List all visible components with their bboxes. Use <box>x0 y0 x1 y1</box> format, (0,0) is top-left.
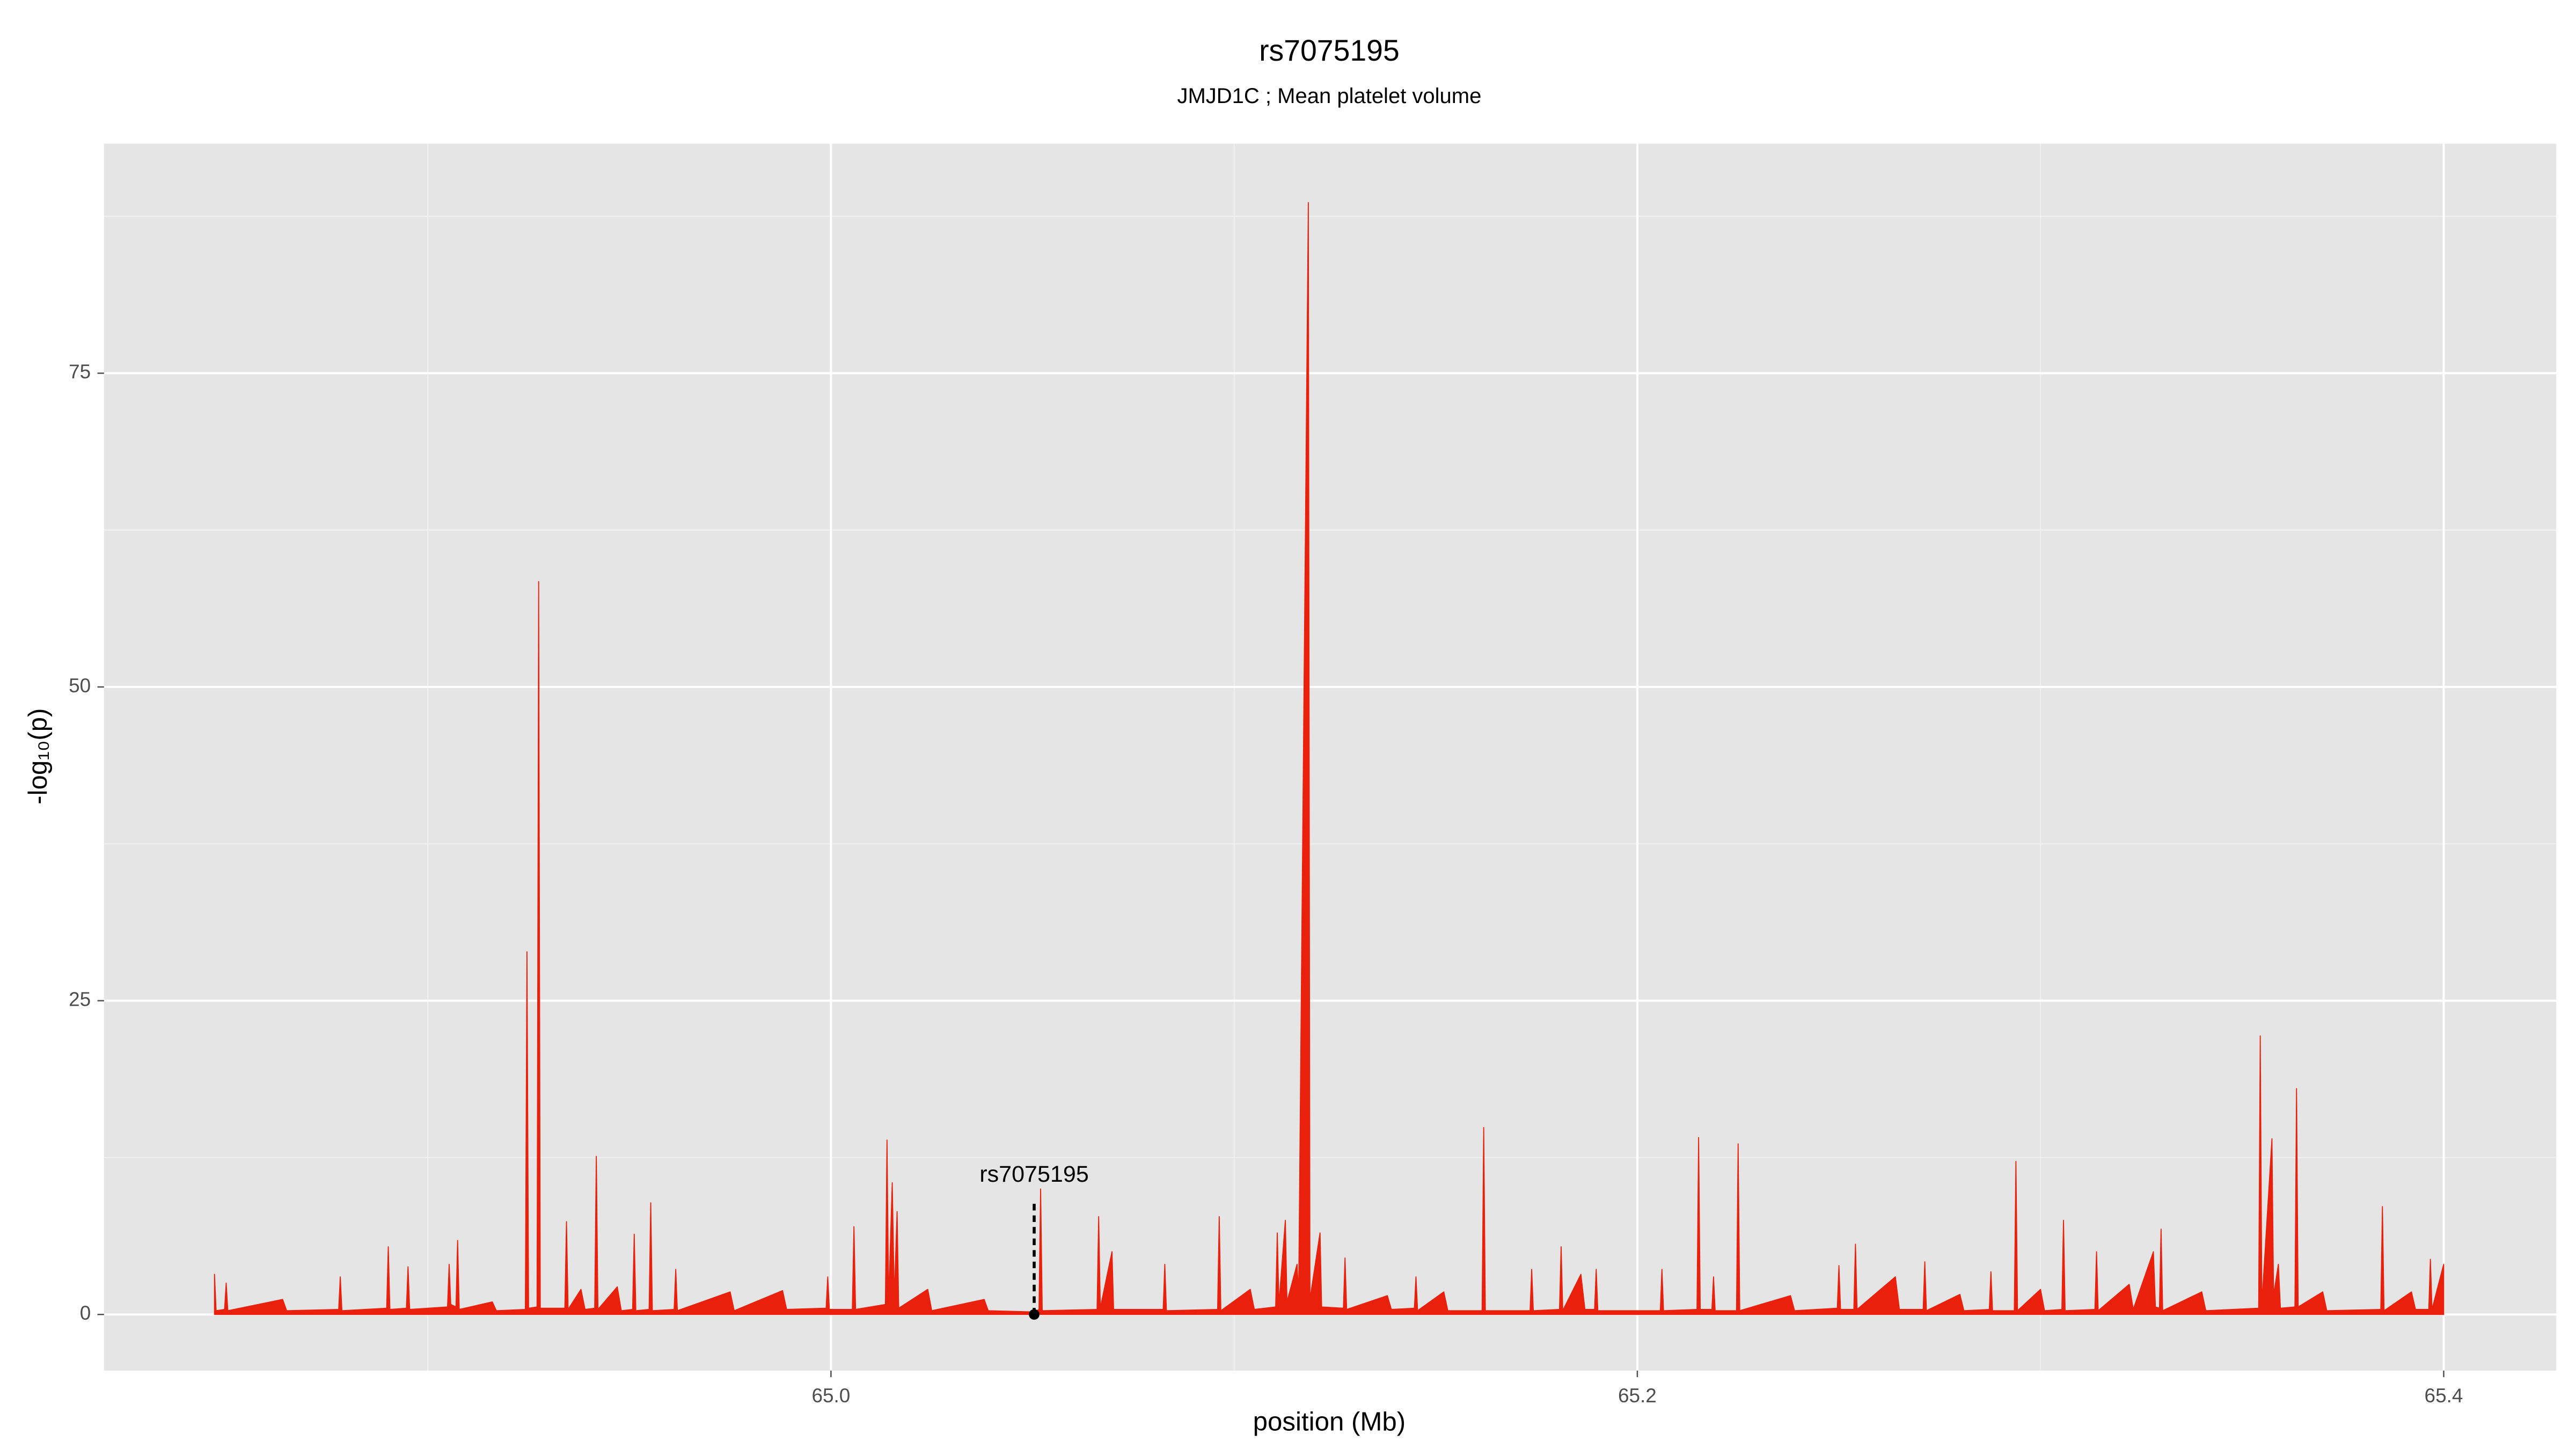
area <box>214 202 2445 1315</box>
x-tick-label: 65.4 <box>2425 1385 2463 1407</box>
plot-panel <box>104 143 2557 1371</box>
y-tick-label: 75 <box>69 361 91 383</box>
chart-subtitle: JMJD1C ; Mean platelet volume <box>1177 84 1481 108</box>
annotation-point <box>1029 1309 1040 1320</box>
x-tick-label: 65.2 <box>1618 1385 1657 1407</box>
x-axis-label: position (Mb) <box>1253 1407 1406 1436</box>
y-axis-label: -log₁₀(p) <box>23 708 53 804</box>
chart-title: rs7075195 <box>1259 34 1400 67</box>
y-tick-label: 25 <box>69 988 91 1010</box>
y-tick-label: 0 <box>80 1302 91 1324</box>
y-tick-label: 50 <box>69 675 91 697</box>
x-tick-label: 65.0 <box>811 1385 850 1407</box>
annotation-label: rs7075195 <box>979 1161 1089 1187</box>
